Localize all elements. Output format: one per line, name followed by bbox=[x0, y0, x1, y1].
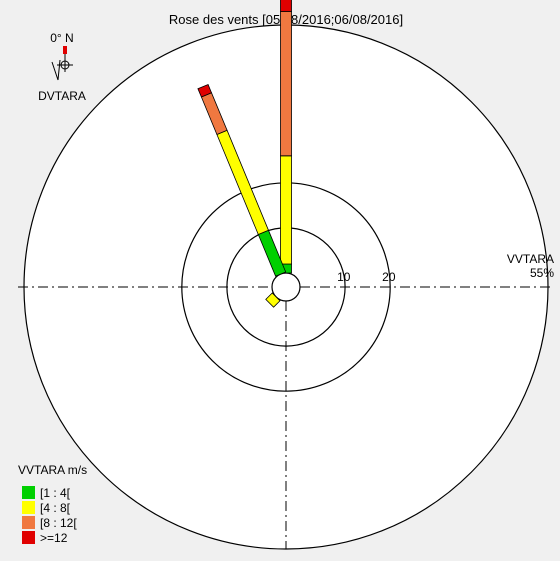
north-arrow-head bbox=[63, 46, 67, 54]
legend-label-2: [8 : 12[ bbox=[40, 516, 77, 530]
north-indicator: 0° N DVTARA bbox=[38, 31, 86, 103]
legend-swatch-0 bbox=[22, 486, 35, 499]
petal-225-bin-1 bbox=[265, 292, 281, 308]
compass-icon bbox=[60, 60, 70, 70]
petal-0-bin-1 bbox=[280, 155, 292, 265]
petal-0-bin-3 bbox=[280, 0, 292, 12]
direction-param-label: DVTARA bbox=[38, 89, 86, 103]
north-label: 0° N bbox=[50, 31, 73, 45]
legend-swatch-3 bbox=[22, 531, 35, 544]
petal-0-bin-2 bbox=[280, 11, 292, 157]
legend-title: VVTARA m/s bbox=[18, 463, 87, 477]
legend-label-1: [4 : 8[ bbox=[40, 501, 71, 515]
petal-337.5-bin-3 bbox=[197, 83, 213, 98]
legend-label-0: [1 : 4[ bbox=[40, 486, 71, 500]
legend-label-3: >=12 bbox=[40, 531, 68, 545]
wind-vane-icon bbox=[51, 59, 61, 81]
legend-swatch-1 bbox=[22, 501, 35, 514]
tick-label-10: 10 bbox=[337, 270, 351, 284]
max-frequency-label: 55% bbox=[530, 266, 554, 280]
tick-label-20: 20 bbox=[382, 270, 396, 284]
legend-swatch-2 bbox=[22, 516, 35, 529]
speed-param-label: VVTARA bbox=[507, 252, 554, 266]
